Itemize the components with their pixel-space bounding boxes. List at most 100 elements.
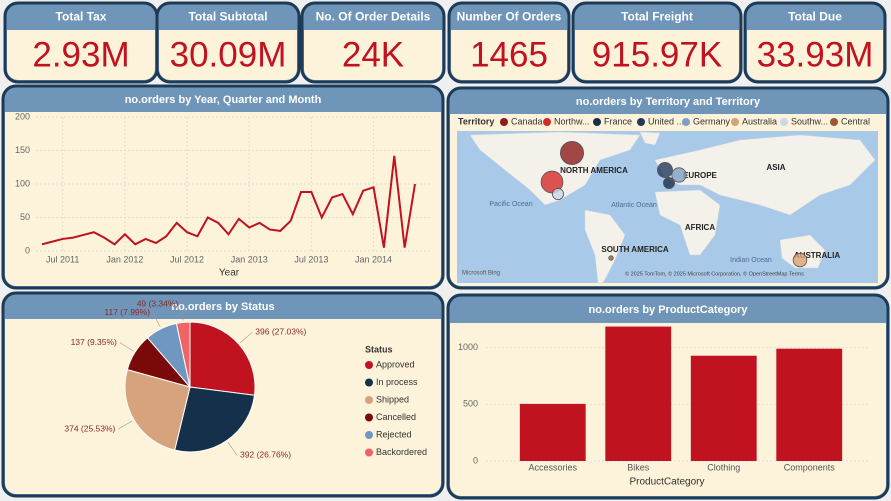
legend-title: Status (365, 344, 393, 354)
land (654, 134, 876, 216)
bubble (552, 188, 564, 200)
x-tick-label: Jan 2014 (355, 254, 392, 264)
land (469, 131, 641, 206)
bubble (608, 255, 614, 261)
x-tick-label: Jul 2012 (170, 254, 204, 264)
legend-label: Backordered (376, 447, 427, 457)
card-title: No. Of Order Details (316, 10, 431, 24)
leader-line (118, 420, 133, 430)
land (779, 234, 826, 269)
x-tick-label: Clothing (707, 462, 740, 472)
x-tick-label: Jul 2013 (294, 254, 328, 264)
legend-title: Territory (458, 116, 494, 126)
leader-line (180, 304, 184, 321)
land (639, 131, 661, 146)
legend-label: Canada (511, 116, 543, 126)
leader-line (152, 312, 161, 328)
card-title: no.orders by Status (171, 301, 274, 313)
legend-label: Rejected (376, 429, 412, 439)
map-brand: Microsoft Bing (462, 271, 500, 277)
card-body (747, 30, 883, 80)
x-tick-label: Bikes (627, 462, 650, 472)
kpi-value: 30.09M (170, 35, 287, 74)
card-title: Total Freight (621, 10, 693, 24)
card-body (5, 319, 441, 331)
data-label: 137 (9.35%) (71, 337, 117, 347)
bar (605, 326, 672, 461)
legend-marker (543, 118, 551, 126)
map: NORTH AMERICA EUROPE ASIA AFRICA SOUTH AMERI… (457, 131, 878, 284)
legend-marker (682, 118, 690, 126)
data-label: 392 (26.76%) (240, 450, 291, 460)
pie-slice (189, 321, 256, 396)
card-body (159, 30, 297, 42)
pie-slice (174, 386, 256, 453)
legend-label: Shipped (376, 394, 409, 404)
card-body (575, 30, 739, 42)
legend-label: In process (376, 377, 418, 387)
card-body (7, 30, 155, 42)
legend-label: France (604, 116, 632, 126)
legend-marker (780, 118, 788, 126)
card-title: Total Due (788, 10, 842, 24)
data-label: 117 (7.99%) (104, 307, 150, 317)
y-tick-label: 150 (15, 145, 30, 155)
legend-label: United ... (648, 116, 684, 126)
card-title: no.orders by ProductCategory (589, 304, 749, 316)
legend-label: Australia (742, 116, 777, 126)
card-body (451, 30, 567, 80)
y-tick-label: 200 (15, 111, 30, 121)
y-tick-label: 0 (25, 245, 30, 255)
data-label: 374 (25.53%) (64, 423, 115, 433)
kpi-value: 24K (342, 35, 404, 74)
x-axis-title: Year (219, 268, 240, 279)
map-label: Pacific Ocean (489, 201, 532, 208)
map-label: NORTH AMERICA (560, 166, 628, 175)
kpi-value: 1465 (470, 35, 548, 74)
legend-label: Central (841, 116, 870, 126)
card-body (159, 30, 297, 80)
land (584, 209, 626, 284)
legend-marker (365, 448, 373, 457)
legend-marker (365, 413, 373, 422)
card-body (5, 112, 441, 286)
y-tick-label: 500 (463, 399, 478, 409)
map-label: ASIA (766, 163, 785, 172)
x-tick-label: Accessories (528, 462, 577, 472)
card-body (304, 30, 442, 80)
kpi-value: 33.93M (757, 35, 874, 74)
map-label: AUSTRALIA (794, 251, 840, 260)
bubble (792, 252, 808, 268)
legend-marker (830, 118, 838, 126)
card-title: Total Tax (56, 10, 107, 24)
x-axis-title: ProductCategory (629, 477, 704, 488)
pie-slice (124, 368, 191, 451)
card-body (7, 30, 155, 80)
bubble (671, 167, 687, 183)
y-tick-label: 50 (20, 212, 30, 222)
legend-label: Northw... (554, 116, 590, 126)
legend-marker (365, 361, 373, 369)
map-label: AFRICA (685, 223, 715, 232)
bubble (663, 177, 675, 189)
card-body (451, 30, 567, 42)
kpi-value: 915.97K (592, 35, 722, 74)
x-tick-label: Jul 2011 (46, 254, 79, 264)
map-label: Indian Ocean (730, 257, 772, 264)
map-label: SOUTH AMERICA (601, 245, 668, 254)
legend-marker (365, 431, 373, 439)
map-label: Atlantic Ocean (611, 202, 657, 209)
map-attribution: © 2025 TomTom, © 2025 Microsoft Corporat… (625, 270, 804, 277)
data-label: 49 (3.34%) (137, 299, 179, 309)
bar (519, 403, 586, 461)
card-title: no.orders by Year, Quarter and Month (125, 94, 322, 106)
legend-marker (731, 118, 739, 126)
bubble (559, 140, 585, 166)
x-tick-label: Jan 2013 (231, 254, 268, 264)
bar (776, 348, 843, 461)
map-label: EUROPE (683, 171, 717, 180)
y-tick-label: 1000 (458, 342, 478, 352)
legend-label: Germany (693, 116, 731, 126)
card-title: Total Subtotal (188, 10, 267, 24)
